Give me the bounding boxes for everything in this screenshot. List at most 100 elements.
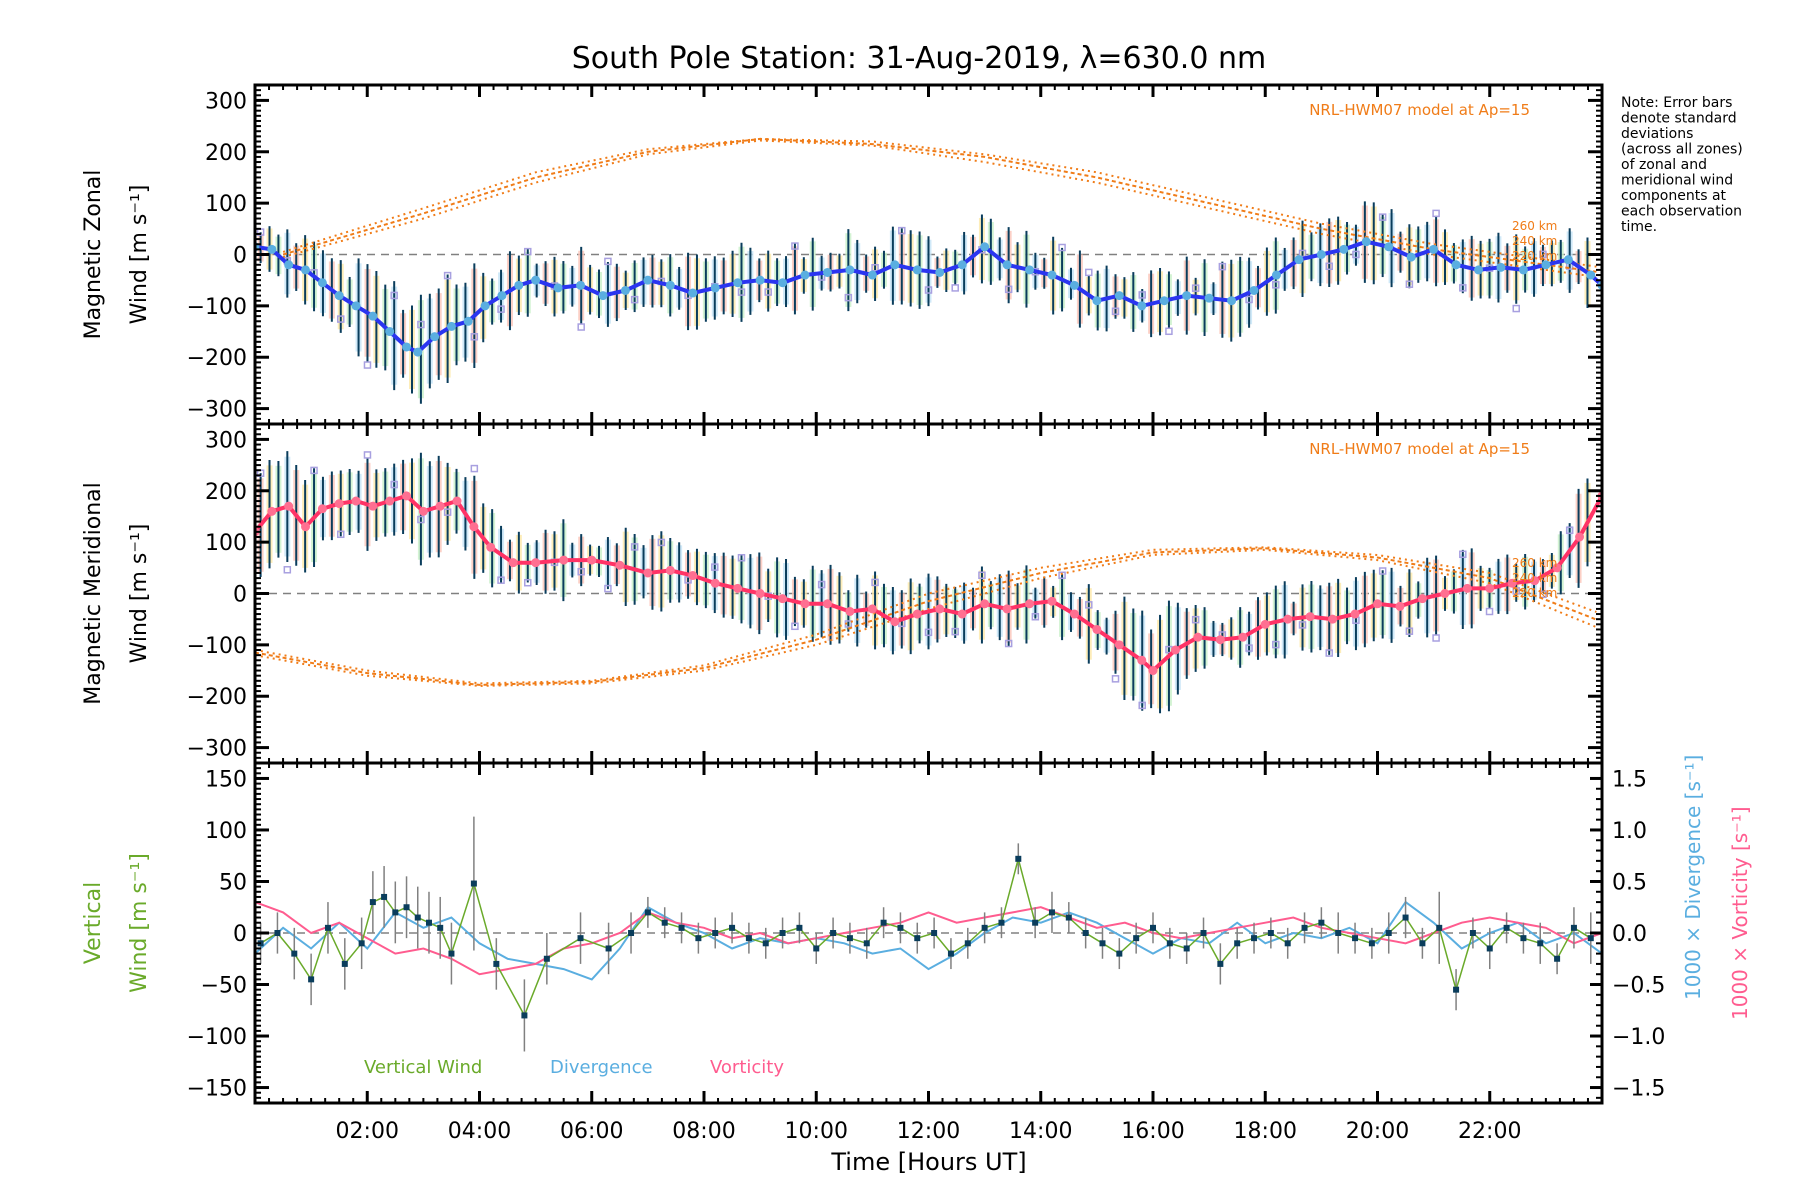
mean-wind-point [1249,285,1259,295]
mean-wind-point [418,506,428,516]
zone-point [630,543,639,551]
zone-point [283,566,292,574]
altitude-label: 260 km [1512,219,1557,233]
mean-wind-point [1114,640,1124,650]
y-tick-label: 0 [233,583,247,608]
zone-point [390,480,398,489]
vertical-wind-point [1554,955,1561,962]
zone-point [924,286,933,294]
mean-wind-point [402,342,412,352]
mean-wind-point [553,283,563,293]
vertical-wind-point [1150,924,1156,931]
zone-point [337,530,345,539]
zone-point [1432,209,1440,218]
x-tick-label: 06:00 [560,1119,623,1144]
vertical-wind-point [729,924,736,931]
mean-wind-point [385,496,395,506]
zone-point [1432,634,1440,642]
vertical-wind-point [425,919,432,926]
zone-point [1539,250,1547,259]
mean-wind-point [1328,614,1338,624]
mean-wind-point [1137,301,1147,311]
mean-wind-point [559,555,569,565]
mean-wind-point [867,270,877,280]
vertical-wind-point [437,924,444,931]
zone-point [1325,649,1333,657]
vertical-wind-point [493,960,500,967]
mean-wind-point [385,327,395,337]
vertical-wind-point [644,909,651,916]
zone-point [443,271,452,280]
mean-wind-point [514,280,524,290]
vertical-wind-point [1385,930,1392,936]
legend-vertical-wind: Vertical Wind [364,1057,482,1078]
mean-wind-point [957,260,967,270]
note-line: Note: Error bars [1621,95,1732,111]
zone-point [737,553,746,562]
right-y-tick-label: −1.0 [1612,1025,1665,1050]
zone-point [1459,550,1467,559]
mean-wind-point [733,583,743,593]
mean-wind-point [980,599,990,609]
vertical-wind-point [964,940,971,947]
vertical-wind-point [661,919,668,926]
zone-point [524,247,532,256]
mean-wind-point [1047,270,1057,280]
y-axis-label-line1: Magnetic Meridional [81,482,106,704]
mean-wind-point [1305,612,1315,622]
mean-wind-point [755,589,765,598]
right-y-tick-label: 1.0 [1612,819,1647,844]
y-tick-label: 100 [205,531,247,556]
vertical-wind-line [260,855,1592,1018]
mean-wind-point [890,260,900,270]
note-line: each observation [1621,204,1742,220]
mean-wind-point [486,542,496,552]
zone-point [1138,701,1146,710]
mean-wind-point [452,496,462,506]
right-y-tick-label: −1.5 [1612,1077,1665,1102]
zone-point [417,320,425,329]
vertical-wind-point [712,930,719,936]
mean-wind-point [1193,632,1203,642]
zone-point [1191,284,1200,292]
zone-point [1459,284,1467,292]
zone-point [978,571,986,580]
mean-wind-point [867,604,877,614]
zone-point [871,578,879,587]
vertical-wind-point [605,945,612,952]
mean-wind-point [334,499,344,509]
vertical-wind-point [369,899,376,906]
y-axis: −150 −100 −50 0 50 100 150 [187,762,269,1104]
mean-wind-point [800,599,810,609]
y-axis-label-line2: Wind [m s⁻¹] [127,853,152,993]
vertical-wind-point [1301,924,1308,931]
zone-point [684,576,692,584]
mean-wind-point [1271,270,1281,280]
mean-wind-point [508,558,518,568]
zone-point [1565,526,1574,535]
mean-wind-point [1429,244,1439,254]
zone-point [1378,567,1387,575]
y-axis-label-line1: Magnetic Zonal [81,170,106,340]
vertical-wind-point [577,935,584,942]
zone-point [1352,250,1360,259]
vertical-wind-point [1166,940,1173,947]
mean-wind-point [1170,645,1180,655]
right-y-tick-label: 0.0 [1612,922,1647,947]
y-tick-label: −100 [187,295,247,320]
vertical-wind-point [1587,935,1594,942]
y-tick-label: −300 [187,737,247,762]
note-line: time. [1621,219,1657,235]
model-curve-240-km [282,137,1597,273]
zone-point [1218,262,1227,271]
vertical-wind-point [1200,930,1207,936]
y-tick-label: 0 [233,922,247,947]
y-axis-label-line1: Vertical [81,882,106,964]
mean-wind-point [1552,563,1562,573]
vertical-wind-point [695,935,702,942]
vertical-wind-point [1419,940,1426,947]
